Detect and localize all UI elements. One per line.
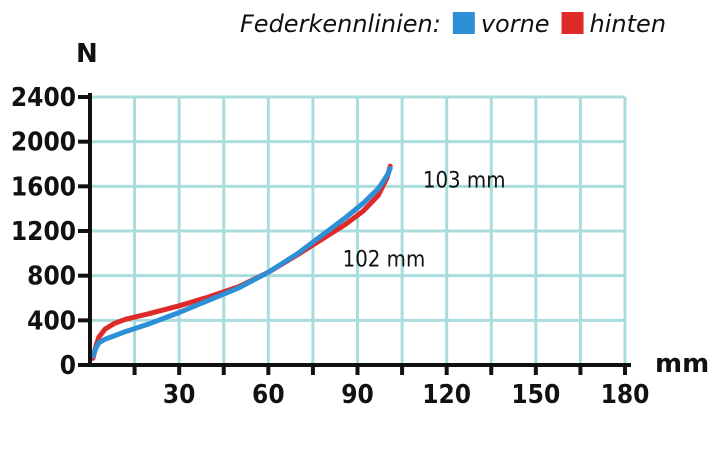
series-layer [90,163,393,361]
grid [90,95,627,365]
y-tick-label: 1200 [11,217,76,247]
legend-label-vorne: vorne [481,10,550,38]
x-tick-label: 180 [601,380,650,410]
x-tick-label: 90 [341,380,374,410]
legend-swatch-hinten [561,12,584,34]
legend: Federkennlinien: vorne hinten [240,10,666,38]
y-tick-label: 0 [60,351,76,381]
y-tick-label: 1600 [11,172,76,202]
legend-label-hinten: hinten [590,10,666,38]
y-tick-label: 2400 [11,83,76,113]
x-axis-label: mm [655,349,709,379]
series-line-vorne [90,166,393,359]
legend-swatch-vorne [452,12,475,34]
legend-title: Federkennlinien: [240,10,441,38]
y-tick-label: 400 [27,306,76,336]
x-tick-label: 60 [252,380,285,410]
x-tick-label: 30 [163,380,196,410]
y-tick-label: 800 [27,262,76,292]
annotation-label: 103 mm [423,168,506,193]
annotations: 103 mm 102 mm [343,168,506,272]
x-tick-label: 120 [422,380,471,410]
x-tick-label: 150 [511,380,560,410]
annotation-label: 102 mm [343,248,426,273]
y-axis-label: N [76,39,98,69]
axes [78,93,631,375]
tick-labels: 0 400 800 1200 1600 2000 2400 30 60 90 120 150 180 [11,83,650,410]
y-tick-label: 2000 [11,128,76,158]
